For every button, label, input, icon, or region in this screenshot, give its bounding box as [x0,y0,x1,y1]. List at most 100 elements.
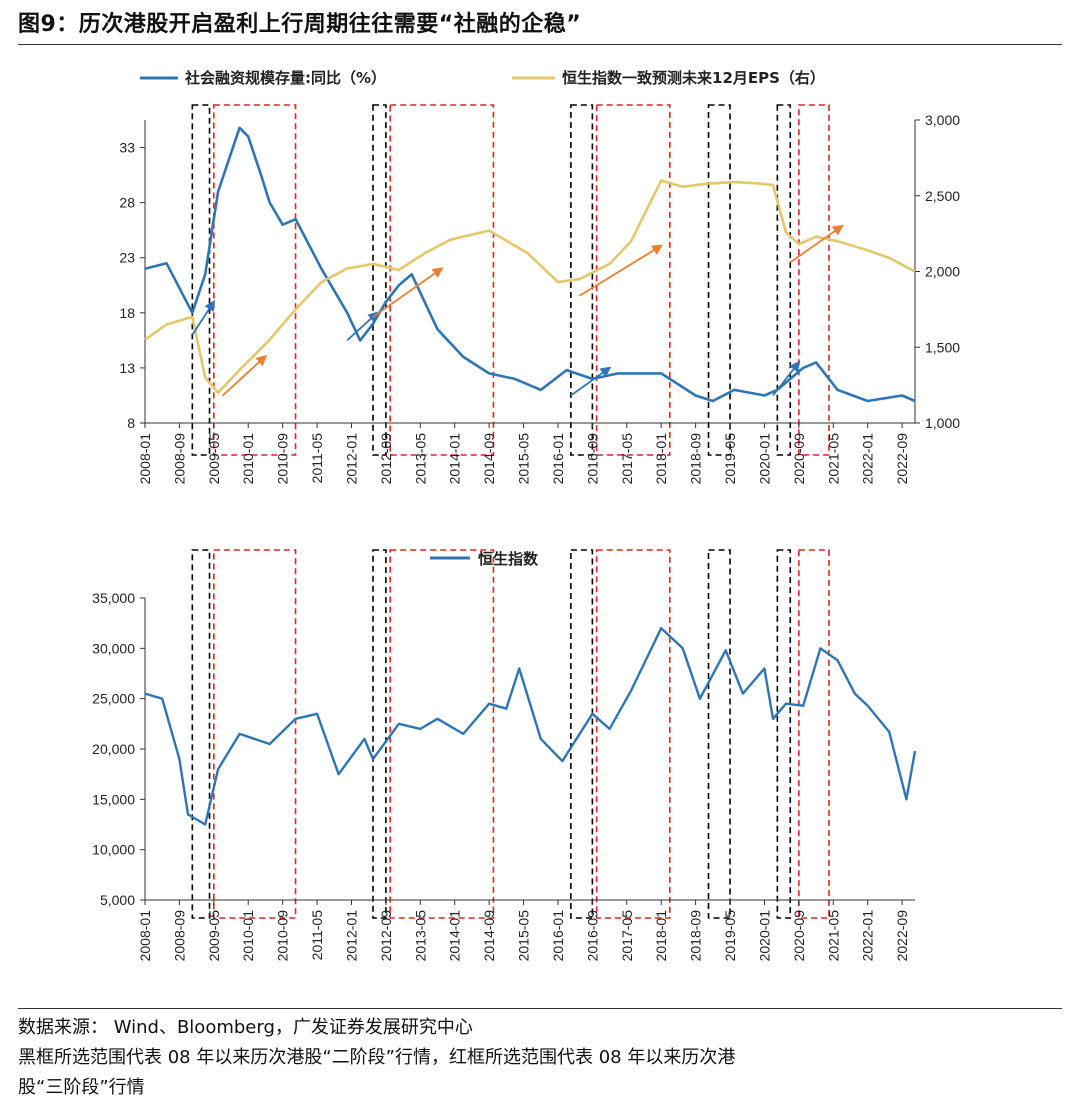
bottom-chart-legend: 恒生指数 [430,550,539,568]
x-tick-label: 2012-01 [343,433,359,485]
trend-arrow [578,244,664,297]
stage-two-box [776,104,792,456]
stage-two-box [372,549,387,919]
x-tick-label: 2022-09 [894,910,910,962]
top-chart-axes: 8 13 18 23 28 33 1,000 1,500 2,000 2,500 3,000 2008… [119,112,960,484]
x-tick-label: 2022-09 [894,433,910,485]
x-tick-label: 2013-05 [412,433,428,485]
stage-two-box [707,104,731,456]
y-tick-label: 5,000 [100,892,135,908]
x-tick-label: 2016-01 [550,433,566,485]
x-tick-label: 2014-01 [447,910,463,962]
x-tick-label: 2016-09 [584,433,600,485]
stage-three-box [595,104,671,456]
stage-three-box [389,549,495,919]
stage-two-box [776,549,792,919]
x-tick-label: 2021-05 [825,910,841,962]
x-tick-label: 2021-05 [825,433,841,485]
x-tick-label: 2016-01 [550,910,566,962]
y-right-tick-label: 2,500 [925,188,960,204]
trend-arrow [772,360,801,397]
x-tick-label: 2019-05 [722,433,738,485]
top-chart-series [144,126,916,403]
y-tick-label: 15,000 [92,791,135,807]
x-tick-label: 2011-05 [309,910,325,961]
x-tick-label: 2009-05 [206,910,222,962]
x-tick-label: 2020-09 [791,910,807,962]
stage-three-box [798,104,830,456]
source-note: 数据来源： Wind、Bloomberg，广发证券发展研究中心 黑框所选范围代表… [18,1013,735,1103]
x-tick-label: 2008-09 [171,433,187,485]
x-tick-label: 2016-09 [584,910,600,962]
bottom-chart-axes: 5,000 10,000 15,000 20,000 25,000 30,000 35,00… [92,590,915,961]
y-left-tick-label: 33 [119,140,135,156]
stage-three-box [213,549,297,919]
x-tick-label: 2022-01 [860,910,876,962]
legend-label-hang-seng: 恒生指数 [478,550,539,568]
x-tick-label: 2008-01 [137,433,153,485]
x-tick-label: 2020-09 [791,433,807,485]
trend-arrow [346,311,379,342]
y-right-tick-label: 1,000 [925,415,960,431]
stage-three-box [213,104,297,456]
series-eps [144,179,916,395]
trend-arrow [221,354,268,397]
y-left-tick-label: 23 [119,250,135,266]
stage-two-box [570,104,594,456]
y-tick-label: 20,000 [92,741,135,757]
source-line: 数据来源： Wind、Bloomberg，广发证券发展研究中心 [18,1017,473,1038]
stage-three-box [595,549,671,919]
stage-two-box [570,549,594,919]
note-line-2: 股“三阶段”行情 [18,1077,145,1098]
x-tick-label: 2008-09 [171,910,187,962]
top-chart-boxes [191,104,830,456]
series-social-financing [144,126,916,403]
y-left-tick-label: 13 [119,360,135,376]
series-hang-seng [144,626,917,826]
note-line-1: 黑框所选范围代表 08 年以来历次港股“二阶段”行情，红框所选范围代表 08 年… [18,1047,736,1068]
x-tick-label: 2010-09 [275,910,291,962]
legend-label-social-financing: 社会融资规模存量:同比（%） [184,69,386,87]
figure-title: 图9：历次港股开启盈利上行周期往往需要“社融的企稳” [18,12,582,37]
y-tick-label: 35,000 [92,590,135,606]
stage-two-box [191,549,211,919]
x-tick-label: 2018-09 [688,910,704,962]
y-tick-label: 25,000 [92,691,135,707]
trend-arrow [191,299,216,336]
y-left-tick-label: 8 [127,415,135,431]
stage-two-box [191,104,211,456]
x-tick-label: 2012-09 [378,433,394,485]
x-tick-label: 2018-01 [653,910,669,962]
trend-arrow [372,267,444,318]
stage-three-box [389,104,495,456]
trend-arrow [789,224,844,264]
y-left-tick-label: 28 [119,195,135,211]
y-right-tick-label: 1,500 [925,339,960,355]
x-tick-label: 2008-01 [137,910,153,962]
y-right-tick-label: 2,000 [925,264,960,280]
x-tick-label: 2022-01 [860,433,876,485]
y-tick-label: 10,000 [92,842,135,858]
y-tick-label: 30,000 [92,640,135,656]
legend-label-eps: 恒生指数一致预测未来12月EPS（右） [562,69,825,87]
x-tick-label: 2014-09 [481,433,497,485]
x-tick-label: 2018-09 [688,433,704,485]
bottom-chart-boxes [191,549,830,919]
x-tick-label: 2014-09 [481,910,497,962]
x-tick-label: 2015-05 [516,910,532,962]
footer-rule [18,1008,1062,1009]
x-tick-label: 2020-01 [756,910,772,962]
x-tick-label: 2009-05 [206,433,222,485]
x-tick-label: 2019-05 [722,910,738,962]
top-chart-arrows [191,224,844,397]
title-rule [18,44,1062,45]
stage-two-box [707,549,731,919]
top-chart: 8 13 18 23 28 33 1,000 1,500 2,000 2,500 3,000 2008… [119,69,960,484]
stage-two-box [372,104,387,456]
trend-arrow [570,366,612,397]
x-tick-label: 2010-01 [240,910,256,962]
x-tick-label: 2017-05 [619,433,635,485]
x-tick-label: 2013-05 [412,910,428,962]
x-tick-label: 2018-01 [653,433,669,485]
x-tick-label: 2015-05 [516,433,532,485]
